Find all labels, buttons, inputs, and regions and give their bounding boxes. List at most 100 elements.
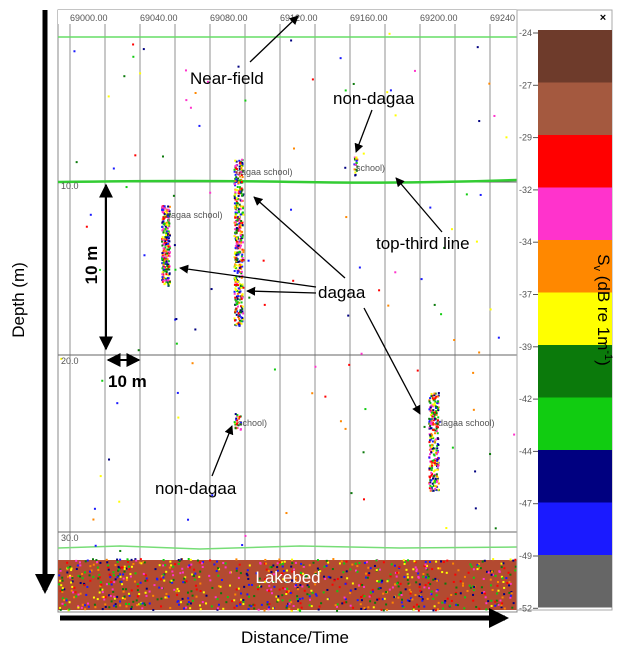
lakebed-speck (395, 575, 398, 578)
school-speck (431, 405, 434, 408)
school-speck (437, 421, 440, 424)
lakebed-speck (382, 592, 385, 595)
lakebed-speck (265, 580, 268, 583)
lakebed-speck (175, 590, 178, 593)
lakebed-speck (144, 591, 147, 594)
noise-speck (344, 89, 347, 92)
lakebed-speck (298, 598, 301, 601)
depth-label: 20.0 (61, 356, 79, 366)
school-speck (236, 284, 239, 287)
lakebed-speck (169, 606, 172, 609)
lakebed-speck (450, 594, 453, 597)
lakebed-speck (305, 574, 308, 577)
school-speck (234, 191, 237, 194)
lakebed-speck (308, 595, 311, 598)
school-speck (164, 236, 167, 239)
lakebed-speck (268, 589, 271, 592)
lakebed-speck (176, 600, 179, 603)
lakebed-speck (314, 571, 317, 574)
school-speck (236, 322, 239, 325)
noise-speck (132, 55, 135, 58)
lakebed-speck (302, 564, 305, 567)
lakebed-speck (398, 565, 401, 568)
lakebed-speck (446, 559, 449, 562)
school-speck (235, 231, 238, 234)
noise-speck (362, 152, 365, 155)
lakebed-speck (84, 560, 87, 563)
lakebed-speck (240, 592, 243, 595)
lakebed-speck (411, 598, 414, 601)
lakebed-speck (308, 575, 311, 578)
school-speck (233, 319, 236, 322)
noise-speck (358, 266, 361, 269)
lakebed-speck (349, 589, 352, 592)
lakebed-speck (287, 590, 290, 593)
lakebed-speck (336, 590, 339, 593)
school-speck (433, 461, 436, 464)
lakebed-speck (239, 603, 242, 606)
school-speck (238, 298, 241, 301)
lakebed-speck (374, 601, 377, 604)
school-speck (436, 468, 439, 471)
school-speck (241, 274, 244, 277)
school-speck (429, 435, 432, 438)
lakebed-speck (185, 606, 188, 609)
lakebed-speck (397, 585, 400, 588)
school-speck (238, 317, 241, 320)
school-speck (236, 206, 239, 209)
school-speck (240, 270, 243, 273)
lakebed-speck (310, 605, 313, 608)
lakebed-speck (464, 596, 467, 599)
lakebed-speck (71, 580, 74, 583)
noise-speck (134, 154, 137, 157)
ruler-label: 69040.00 (140, 13, 178, 23)
school-speck (240, 237, 243, 240)
school-speck (241, 163, 244, 166)
lakebed-speck (79, 575, 82, 578)
school-speck (354, 174, 357, 177)
lakebed-speck (101, 608, 104, 611)
lakebed-speck (138, 603, 141, 606)
lakebed-speck (242, 603, 245, 606)
school-speck (168, 268, 171, 271)
school-speck (233, 193, 236, 196)
y-axis-label: Depth (m) (9, 262, 28, 338)
school-speck (429, 418, 432, 421)
school-speck (239, 213, 242, 216)
lakebed-speck (422, 572, 425, 575)
school-speck (436, 461, 439, 464)
lakebed-speck (139, 558, 142, 561)
school-speck (355, 168, 358, 171)
noise-speck (451, 446, 454, 449)
lakebed-speck (200, 562, 203, 565)
school-speck (433, 454, 436, 457)
noise-speck (247, 259, 250, 262)
school-speck (237, 311, 240, 314)
lakebed-speck (382, 609, 385, 612)
school-speck (236, 280, 239, 283)
lakebed-speck (388, 588, 391, 591)
lakebed-speck (291, 562, 294, 565)
school-speck (239, 265, 242, 268)
lakebed-speck (393, 564, 396, 567)
lakebed-speck (276, 569, 279, 572)
lakebed-speck (490, 573, 493, 576)
lakebed-speck (115, 605, 118, 608)
lakebed-speck (301, 597, 304, 600)
school-speck (164, 268, 167, 271)
lakebed-speck (494, 574, 497, 577)
noise-speck (493, 114, 496, 117)
lakebed-speck (424, 584, 427, 587)
school-speck (234, 198, 237, 201)
school-speck (435, 430, 438, 433)
school-speck (233, 168, 236, 171)
lakebed-speck (121, 597, 124, 600)
school-speck (235, 283, 238, 286)
lakebed-speck (299, 609, 302, 612)
lakebed-speck (119, 604, 122, 607)
close-button[interactable]: × (600, 12, 606, 24)
noise-speck (73, 50, 76, 53)
lakebed-speck (162, 564, 165, 567)
school-speck (434, 417, 437, 420)
lakebed-speck (288, 602, 291, 605)
